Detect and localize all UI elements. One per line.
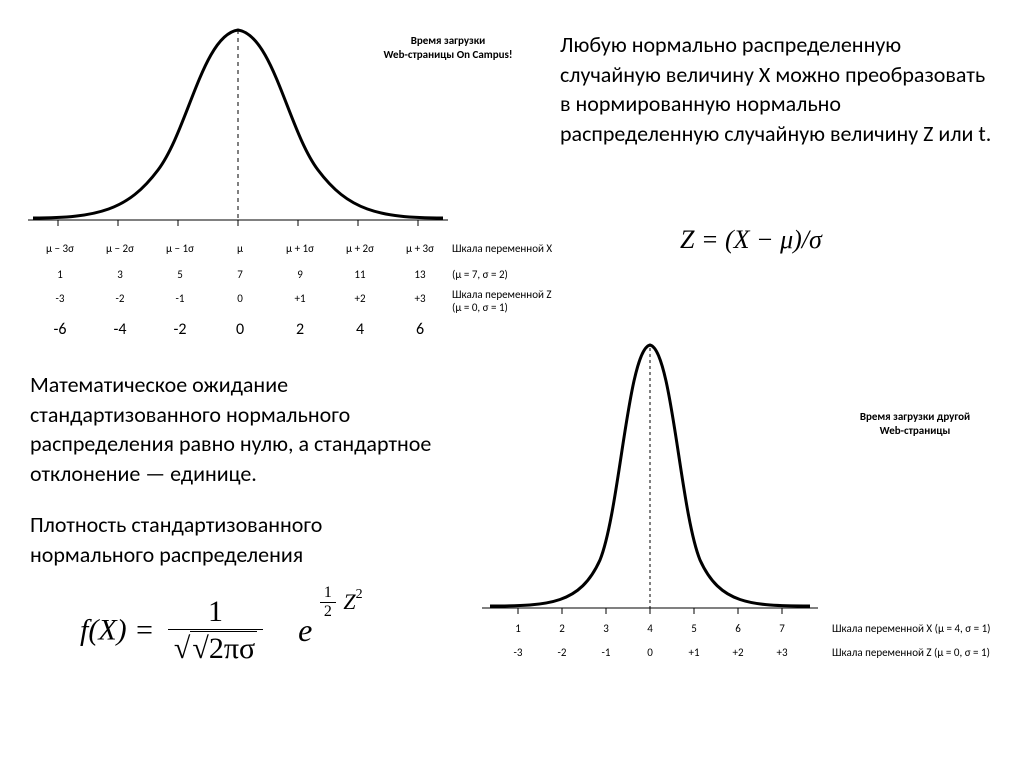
curve1-caption: Время загрузки Web-страницы On Campus! (368, 34, 528, 63)
curve1-sigma-row: μ − 3σ μ − 2σ μ − 1σ μ μ + 1σ μ + 2σ μ +… (30, 242, 450, 255)
curve1-z-title: Шкала переменной Z (μ = 0, σ = 1) (452, 288, 552, 314)
t: -2 (90, 292, 150, 305)
curve2-svg (470, 330, 830, 630)
t: 3 (90, 268, 150, 281)
t: +1 (270, 292, 330, 305)
t: -2 (150, 320, 210, 339)
curve2-caption-l1: Время загрузки другой (830, 410, 1000, 424)
para2: Математическое ожидание стандартизованно… (30, 370, 450, 489)
t: 1 (496, 622, 540, 635)
t: 5 (150, 268, 210, 281)
curve1-z-row: -3 -2 -1 0 +1 +2 +3 (30, 292, 450, 305)
t: 0 (210, 320, 270, 339)
formula-z-text: Z = (X − μ)/σ (680, 225, 822, 254)
t: -2 (540, 646, 584, 659)
curve2-z-title: Шкала переменной Z (μ = 0, σ = 1) (832, 646, 990, 659)
t: 0 (628, 646, 672, 659)
t: 2 (540, 622, 584, 635)
t: -1 (584, 646, 628, 659)
t: μ − 3σ (30, 242, 90, 255)
t: +2 (716, 646, 760, 659)
t: μ + 2σ (330, 242, 390, 255)
formula-pdf: f(X) = 1 √√2πσ e 1 2 Z2 (80, 595, 363, 666)
formula-z: Z = (X − μ)/σ (680, 225, 822, 255)
frac-bot: √2πσ (190, 631, 257, 665)
para1: Любую нормально распределенную случайную… (560, 30, 1000, 149)
exp-z: Z (343, 589, 355, 614)
t: 4 (330, 320, 390, 339)
t: μ − 2σ (90, 242, 150, 255)
t: +2 (330, 292, 390, 305)
t: -3 (30, 292, 90, 305)
t: +3 (760, 646, 804, 659)
t: 4 (628, 622, 672, 635)
t: -6 (30, 320, 90, 339)
t: 7 (760, 622, 804, 635)
t: μ + 1σ (270, 242, 330, 255)
formula-e: e (298, 612, 312, 648)
curve1-x-row: 1 3 5 7 9 11 13 (30, 268, 450, 281)
curve2-caption-l2: Web-страницы (830, 424, 1000, 438)
t: +1 (672, 646, 716, 659)
para3: Плотность стандартизованного нормального… (30, 510, 450, 569)
t: 0 (210, 292, 270, 305)
curve1-x-title: (μ = 7, σ = 2) (452, 268, 508, 281)
t: 13 (390, 268, 450, 281)
curve2-z-row: -3 -2 -1 0 +1 +2 +3 (496, 646, 804, 659)
curve1-caption-l2: Web-страницы On Campus! (368, 48, 528, 62)
t: 11 (330, 268, 390, 281)
curve2-container (470, 330, 830, 635)
curve2-x-title: Шкала переменной X (μ = 4, σ = 1) (832, 622, 990, 635)
t: 5 (672, 622, 716, 635)
curve2-caption: Время загрузки другой Web-страницы (830, 410, 1000, 439)
t: 7 (210, 268, 270, 281)
exp-sq: 2 (356, 587, 363, 602)
exp-bot: 2 (320, 603, 336, 621)
t: 2 (270, 320, 330, 339)
t: 3 (584, 622, 628, 635)
t: μ (210, 242, 270, 255)
t: 6 (390, 320, 450, 339)
t: 9 (270, 268, 330, 281)
t: -4 (90, 320, 150, 339)
t: -3 (496, 646, 540, 659)
t: +3 (390, 292, 450, 305)
curve1-extra-row: -6 -4 -2 0 2 4 6 (30, 320, 450, 339)
curve1-sigma-title: Шкала переменной X (452, 242, 552, 255)
t: 6 (716, 622, 760, 635)
t: -1 (150, 292, 210, 305)
formula-lhs: f(X) = (80, 614, 154, 647)
curve1-z-title-l1: Шкала переменной Z (452, 288, 552, 301)
t: μ + 3σ (390, 242, 450, 255)
exp-top: 1 (320, 584, 336, 603)
curve1-z-title-l2: (μ = 0, σ = 1) (452, 301, 552, 314)
t: 1 (30, 268, 90, 281)
curve1-caption-l1: Время загрузки (368, 34, 528, 48)
curve2-x-row: 1 2 3 4 5 6 7 (496, 622, 804, 635)
t: μ − 1σ (150, 242, 210, 255)
frac-top: 1 (168, 595, 263, 630)
